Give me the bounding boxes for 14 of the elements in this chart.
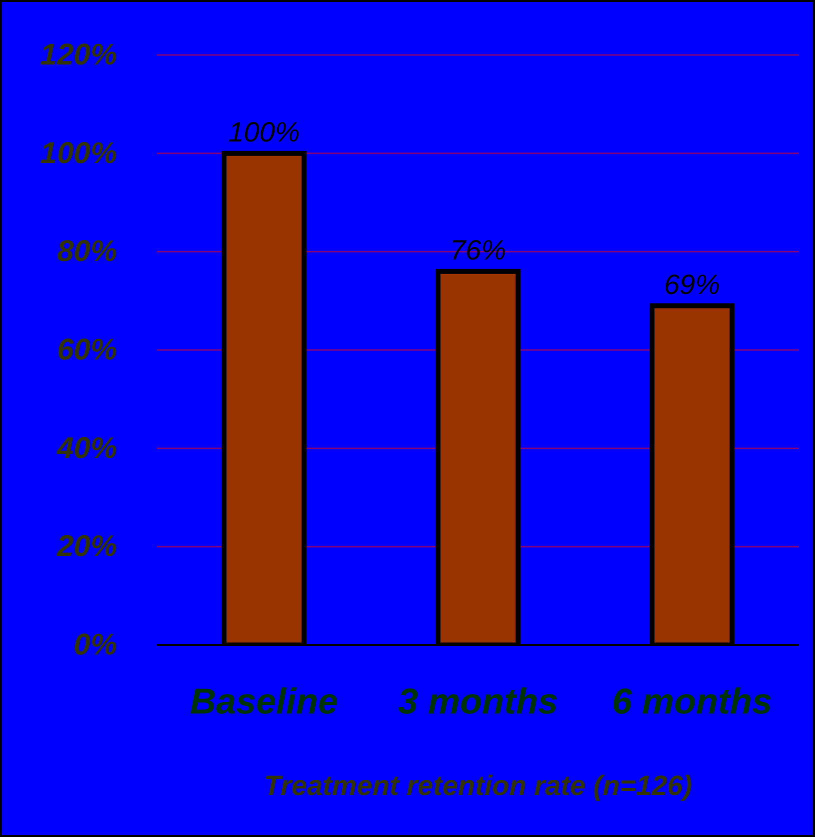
y-tick-label: 0%	[74, 628, 117, 662]
y-tick-label: 80%	[56, 235, 117, 268]
data-label: 76%	[450, 234, 506, 266]
x-tick-label: 3 months	[398, 680, 558, 722]
y-tick-label: 20%	[56, 530, 117, 564]
data-label: 69%	[664, 268, 720, 300]
x-tick-label: 6 months	[612, 680, 772, 722]
x-tick-label: Baseline	[190, 680, 338, 722]
y-tick-label: 120%	[40, 38, 117, 72]
y-tick-label: 60%	[56, 334, 117, 366]
y-tick-label: 100%	[40, 136, 117, 170]
y-tick-label: 40%	[56, 432, 117, 465]
data-label: 100%	[228, 116, 300, 148]
x-axis-title: Treatment retention rate (n=126)	[264, 770, 692, 801]
